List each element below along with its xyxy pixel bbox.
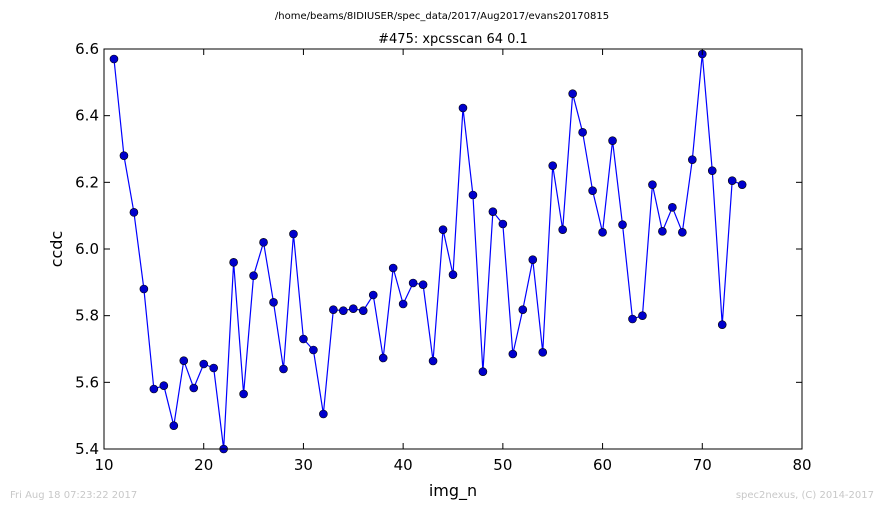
data-point bbox=[438, 225, 448, 234]
data-point bbox=[478, 367, 488, 376]
data-point bbox=[717, 320, 727, 329]
data-point bbox=[319, 409, 328, 419]
data-point bbox=[149, 384, 159, 394]
y-tick-label: 6.2 bbox=[75, 173, 99, 191]
data-point bbox=[239, 389, 248, 399]
data-point bbox=[618, 220, 627, 229]
data-point bbox=[628, 314, 637, 324]
data-point bbox=[119, 151, 129, 160]
axis-layer: 10 20 30 40 50 60 70 80 5.4 5.6 5.8 6.0 6.2 6.4 6.6 bbox=[75, 40, 811, 474]
x-tick-label: 60 bbox=[593, 456, 612, 474]
data-point bbox=[727, 176, 737, 185]
y-tick-label: 6.0 bbox=[75, 240, 99, 258]
data-point bbox=[508, 349, 518, 359]
data-point bbox=[169, 421, 179, 430]
data-point bbox=[458, 103, 468, 113]
data-point bbox=[189, 383, 199, 393]
data-point bbox=[608, 136, 617, 145]
y-tick-label: 6.6 bbox=[75, 40, 99, 58]
data-point bbox=[388, 263, 398, 273]
data-point bbox=[229, 258, 238, 267]
data-point bbox=[418, 280, 428, 289]
data-point bbox=[259, 238, 268, 247]
data-point bbox=[408, 278, 418, 288]
data-point bbox=[289, 229, 298, 239]
y-axis-label: ccdc bbox=[47, 231, 66, 268]
data-point bbox=[678, 228, 687, 237]
y-tick-label: 5.6 bbox=[75, 373, 99, 391]
data-point bbox=[139, 284, 149, 294]
y-tick-label: 5.8 bbox=[75, 307, 99, 325]
data-point bbox=[578, 128, 587, 137]
x-tick-label: 10 bbox=[94, 456, 113, 474]
data-layer bbox=[109, 49, 747, 454]
data-point bbox=[309, 345, 318, 355]
data-point bbox=[668, 203, 677, 212]
data-point bbox=[648, 180, 657, 189]
data-point bbox=[737, 180, 747, 189]
data-point bbox=[548, 161, 558, 170]
data-point bbox=[518, 305, 528, 314]
data-point bbox=[329, 305, 338, 314]
data-point bbox=[339, 306, 348, 315]
data-point bbox=[658, 227, 667, 236]
y-tick-label: 6.4 bbox=[75, 107, 99, 125]
data-point bbox=[498, 219, 508, 229]
data-point bbox=[368, 290, 378, 300]
data-point bbox=[528, 255, 538, 264]
data-point bbox=[428, 356, 438, 366]
data-point bbox=[538, 348, 548, 357]
footer-credit: spec2nexus, (C) 2014-2017 bbox=[736, 490, 874, 501]
data-point bbox=[159, 381, 169, 390]
data-point bbox=[109, 54, 119, 64]
data-point bbox=[588, 186, 597, 195]
data-point bbox=[638, 311, 647, 320]
data-point bbox=[199, 359, 209, 369]
chart-title: #475: xpcsscan 64 0.1 bbox=[378, 32, 528, 47]
file-path-header: /home/beams/8IDIUSER/spec_data/2017/Aug2… bbox=[275, 11, 609, 22]
data-point bbox=[488, 207, 498, 216]
x-tick-label: 50 bbox=[493, 456, 512, 474]
data-point bbox=[358, 306, 368, 315]
data-point bbox=[598, 228, 607, 237]
data-point bbox=[688, 155, 697, 164]
data-point bbox=[468, 190, 478, 200]
plot-frame bbox=[103, 48, 803, 450]
data-point bbox=[249, 271, 258, 280]
data-point bbox=[448, 270, 458, 279]
x-tick-label: 30 bbox=[294, 456, 313, 474]
x-tick-label: 40 bbox=[394, 456, 413, 474]
x-axis-label: img_n bbox=[429, 481, 477, 501]
footer-timestamp: Fri Aug 18 07:23:22 2017 bbox=[10, 490, 137, 501]
data-point bbox=[299, 334, 308, 344]
data-point bbox=[568, 89, 577, 98]
data-point bbox=[558, 225, 567, 234]
data-point bbox=[378, 353, 388, 363]
data-point bbox=[209, 363, 218, 373]
series-line bbox=[113, 53, 743, 450]
data-point bbox=[707, 166, 717, 175]
data-point bbox=[269, 298, 278, 307]
x-tick-label: 80 bbox=[792, 456, 811, 474]
data-point bbox=[348, 304, 358, 313]
x-tick-label: 70 bbox=[693, 456, 712, 474]
data-point bbox=[129, 208, 139, 217]
data-point bbox=[398, 299, 408, 309]
data-point bbox=[179, 356, 189, 365]
x-tick-label: 20 bbox=[194, 456, 213, 474]
data-point bbox=[279, 364, 288, 374]
y-tick-label: 5.4 bbox=[75, 440, 99, 458]
